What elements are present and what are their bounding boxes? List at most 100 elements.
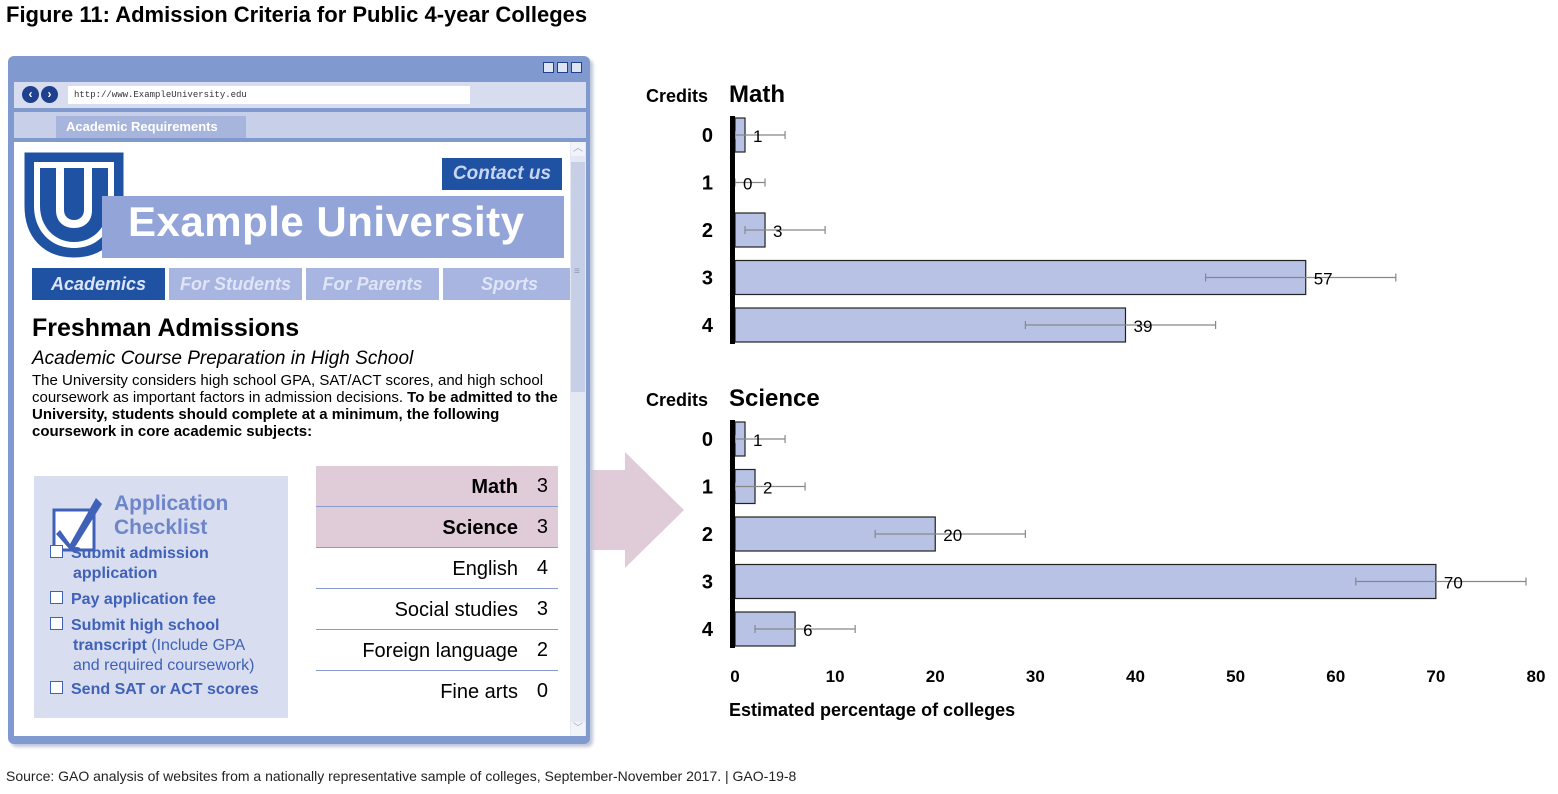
requirement-subject: English — [452, 558, 518, 580]
category-tick-label: 2 — [702, 524, 713, 546]
x-tick-label: 20 — [926, 667, 945, 686]
scrollbar-thumb: ≡ — [571, 162, 585, 392]
x-tick-label: 40 — [1126, 667, 1145, 686]
scroll-down-icon: ﹀ — [571, 722, 585, 736]
requirement-row: Math 3 — [316, 466, 558, 507]
checklist-item-text: (Include GPA — [146, 637, 246, 654]
data-label: 0 — [743, 175, 752, 194]
checklist-item-text: Submit admission — [71, 545, 209, 562]
category-tick-label: 2 — [702, 220, 713, 242]
back-arrow-icon: ‹ — [22, 86, 39, 103]
checklist-item-text: Send SAT or ACT scores — [71, 681, 259, 698]
site-menu: Academics For Students For Parents Sport… — [32, 268, 570, 300]
university-banner — [102, 196, 564, 258]
requirement-row: Fine arts 0 — [316, 671, 558, 711]
requirement-credits: 4 — [536, 557, 548, 579]
checklist-item-text: transcript — [73, 637, 147, 654]
requirement-credits: 3 — [536, 475, 548, 497]
data-label: 3 — [773, 222, 782, 241]
x-tick-label: 10 — [826, 667, 845, 686]
checklist-item-text: application — [73, 565, 158, 582]
menu-item-for-parents: For Parents — [306, 268, 439, 300]
checklist-item: Submit admission application — [50, 544, 280, 584]
category-tick-label: 0 — [702, 429, 713, 451]
university-logo — [24, 152, 124, 258]
maximize-icon — [557, 62, 568, 73]
paragraph-bold-text: To be admitted to the University, studen… — [32, 389, 558, 440]
category-tick-label: 4 — [702, 619, 714, 641]
requirements-table: Math 3 Science 3 English 4 Social studies 3 … — [316, 466, 558, 711]
requirement-credits: 0 — [536, 680, 548, 702]
paragraph-text: The University considers high school GPA… — [32, 372, 544, 406]
requirement-subject: Social studies — [394, 599, 518, 621]
figure-title: Figure 11: Admission Criteria for Public… — [6, 2, 588, 27]
close-icon — [571, 62, 582, 73]
panel-title: Science — [729, 385, 820, 412]
x-tick-label: 0 — [730, 667, 739, 686]
checklist-title-line1: Application — [114, 492, 229, 515]
x-tick-label: 80 — [1527, 667, 1546, 686]
requirement-subject: Science — [442, 517, 518, 539]
tab-academic-requirements: Academic Requirements — [56, 116, 246, 138]
checkbox-icon — [50, 617, 63, 631]
requirement-subject: Math — [471, 476, 518, 498]
category-tick-label: 3 — [702, 572, 713, 594]
requirement-row: Foreign language 2 — [316, 630, 558, 671]
url-field: http://www.ExampleUniversity.edu — [68, 86, 470, 104]
x-axis-title: Estimated percentage of colleges — [729, 700, 1015, 720]
checklist-item-text: Submit high school — [71, 617, 220, 634]
checklist-item-text: and required coursework) — [73, 657, 255, 674]
category-axis-line — [730, 116, 735, 344]
requirement-row: Science 3 — [316, 507, 558, 548]
web-page: Contact us Example University Academics … — [14, 142, 570, 736]
x-tick-label: 60 — [1326, 667, 1345, 686]
window-controls — [543, 62, 582, 73]
category-tick-label: 4 — [702, 315, 714, 337]
category-axis-title: Credits — [646, 86, 708, 106]
requirement-row: English 4 — [316, 548, 558, 589]
requirement-subject: Fine arts — [440, 681, 518, 703]
data-label: 57 — [1314, 270, 1333, 289]
checklist-title-line2: Checklist — [114, 516, 208, 539]
checkbox-icon — [50, 681, 63, 695]
checkbox-icon — [50, 591, 63, 605]
category-tick-label: 0 — [702, 125, 713, 147]
requirement-credits: 3 — [536, 598, 548, 620]
bar — [734, 563, 1437, 600]
data-label: 1 — [753, 431, 762, 450]
tab-bar: Academic Requirements — [14, 112, 586, 138]
application-checklist: Application Checklist Submit admission a… — [34, 476, 288, 718]
checkbox-icon — [50, 545, 63, 559]
data-label: 39 — [1133, 317, 1152, 336]
checklist-item-text: Pay application fee — [71, 591, 216, 608]
data-label: 2 — [763, 479, 772, 498]
requirement-credits: 2 — [536, 639, 548, 661]
checklist-item: Submit high school transcript (Include G… — [50, 616, 280, 676]
data-label: 20 — [943, 526, 962, 545]
category-tick-label: 3 — [702, 268, 713, 290]
category-tick-label: 1 — [702, 477, 713, 499]
x-tick-label: 30 — [1026, 667, 1045, 686]
menu-item-academics: Academics — [32, 268, 165, 300]
category-axis-title: Credits — [646, 390, 708, 410]
checkmark-box-icon — [52, 498, 102, 552]
university-name: Example University — [128, 198, 525, 245]
checklist-item: Pay application fee — [50, 590, 280, 610]
data-label: 70 — [1444, 574, 1463, 593]
menu-item-for-students: For Students — [169, 268, 302, 300]
admission-paragraph: The University considers high school GPA… — [32, 372, 560, 440]
page-subheading: Academic Course Preparation in High Scho… — [32, 348, 414, 369]
scroll-up-icon: ︿ — [571, 142, 585, 156]
data-label: 1 — [753, 127, 762, 146]
category-axis-line — [730, 420, 735, 648]
requirement-row: Social studies 3 — [316, 589, 558, 630]
checklist-title: Application Checklist — [114, 492, 274, 540]
x-tick-label: 70 — [1426, 667, 1445, 686]
data-label: 6 — [803, 621, 812, 640]
panel-title: Math — [729, 81, 785, 108]
requirement-credits: 3 — [536, 516, 548, 538]
forward-arrow-icon: › — [41, 86, 58, 103]
x-tick-label: 50 — [1226, 667, 1245, 686]
requirement-subject: Foreign language — [362, 640, 518, 662]
